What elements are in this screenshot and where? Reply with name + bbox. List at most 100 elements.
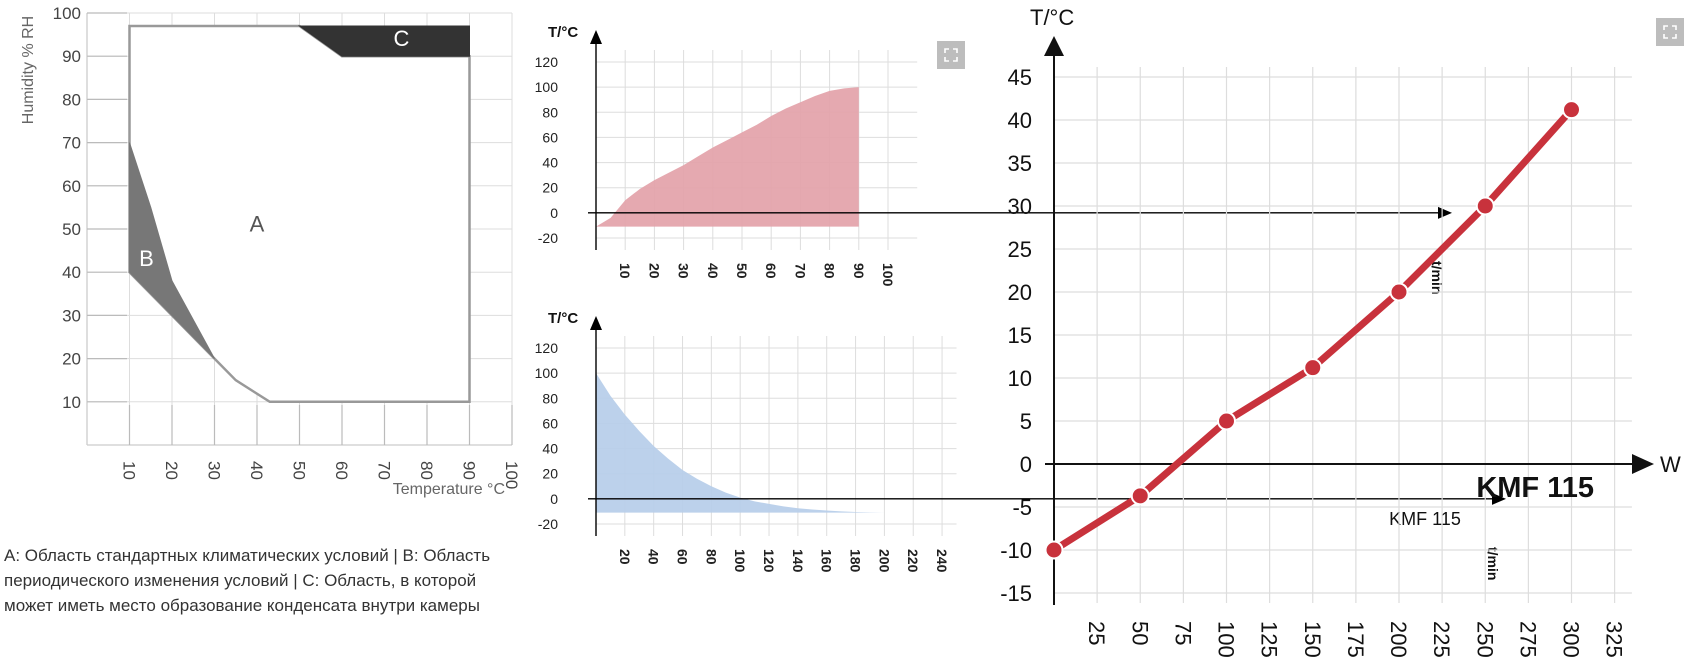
- y-tick-label: 60: [542, 415, 558, 431]
- y-tick-label: 80: [542, 104, 558, 120]
- y-axis-title: T/°C: [1030, 5, 1074, 30]
- x-tick-label: 200: [1386, 621, 1411, 658]
- y-tick-label: 60: [542, 129, 558, 145]
- y-tick-label: 10: [62, 393, 81, 412]
- y-tick-label: 40: [542, 441, 558, 457]
- series-label: KMF 115: [1476, 472, 1594, 504]
- x-tick-label: 220: [905, 549, 921, 573]
- x-tick-label: 150: [1300, 621, 1325, 658]
- y-tick-label: 20: [1008, 280, 1032, 305]
- y-axis-arrow: [590, 316, 602, 330]
- data-point: [1562, 100, 1581, 120]
- power-temperature-chart: -15 -10 -5 0 5 10 15 20 25 30 35 40 45 25 50 75 100 125 15…: [1000, 5, 1681, 658]
- y-tick-label: 0: [1020, 452, 1032, 477]
- heating-curve-chart: -20 0 20 40 60 80 100 120 10 20 30 40 50 60 70 80 90 100 T…: [535, 24, 1452, 294]
- y-tick-label: 10: [1008, 366, 1032, 391]
- y-axis-title: Humidity % RH: [20, 16, 37, 124]
- temperature-area: [596, 87, 859, 227]
- x-tick-label: 240: [934, 549, 950, 573]
- y-tick-label: 40: [1008, 108, 1032, 133]
- region-b: [129, 142, 215, 359]
- expand-heating-chart-button[interactable]: [937, 41, 965, 69]
- y-tick-label: 40: [62, 263, 81, 282]
- x-tick-label: 10: [617, 263, 633, 279]
- y-tick-label: 60: [62, 177, 81, 196]
- y-tick-label: 0: [550, 205, 558, 221]
- x-tick-label: 80: [822, 263, 838, 279]
- data-point: [1303, 358, 1323, 378]
- y-tick-label: 80: [62, 90, 81, 109]
- y-tick-label: 20: [542, 466, 558, 482]
- x-tick-label: 100: [732, 549, 748, 573]
- x-axis-arrow: [1438, 206, 1452, 219]
- y-axis-title: T/°C: [548, 24, 578, 41]
- y-tick-label: 35: [1008, 151, 1032, 176]
- x-axis-arrow: [1492, 492, 1506, 505]
- y-tick-label: 100: [535, 79, 559, 95]
- y-tick-label: 20: [542, 180, 558, 196]
- x-tick-label: 60: [763, 263, 779, 279]
- x-tick-label: 50: [734, 263, 750, 279]
- y-tick-label: 45: [1008, 65, 1032, 90]
- x-tick-label: 140: [790, 549, 806, 573]
- x-tick-label: 250: [1472, 621, 1497, 658]
- y-tick-label: 30: [62, 306, 81, 325]
- x-tick-label: 160: [819, 549, 835, 573]
- y-axis-arrow: [1044, 36, 1064, 56]
- series-label: KMF 115: [1389, 509, 1461, 529]
- x-tick-label: 20: [646, 263, 662, 279]
- y-tick-label: 30: [1008, 194, 1032, 219]
- y-tick-label: -10: [1000, 538, 1032, 563]
- x-tick-label: 40: [247, 461, 266, 480]
- y-tick-label: 80: [542, 390, 558, 406]
- x-tick-label: 20: [162, 461, 181, 480]
- y-axis-title: T/°C: [548, 310, 578, 327]
- y-tick-label: -20: [538, 516, 558, 532]
- y-tick-label: 50: [62, 220, 81, 239]
- y-tick-label: 120: [535, 340, 559, 356]
- x-tick-label: 75: [1170, 621, 1195, 645]
- region-c: [297, 25, 470, 57]
- x-tick-label: 50: [1127, 621, 1152, 645]
- fullscreen-expand-icon: [944, 48, 958, 62]
- x-tick-label: 120: [761, 549, 777, 573]
- x-tick-label: 225: [1429, 621, 1454, 658]
- data-point: [1217, 411, 1236, 431]
- expand-power-chart-button[interactable]: [1656, 18, 1684, 46]
- y-tick-label: -20: [538, 230, 558, 246]
- temperature-area: [596, 373, 899, 513]
- x-tick-label: 10: [120, 461, 139, 480]
- y-tick-label: 40: [542, 155, 558, 171]
- data-point: [1130, 486, 1150, 506]
- x-tick-label: 80: [417, 461, 436, 480]
- x-tick-label: 30: [676, 263, 692, 279]
- x-tick-label: 200: [876, 549, 892, 573]
- x-tick-label: 300: [1559, 621, 1584, 658]
- y-tick-label: 20: [62, 350, 81, 369]
- x-tick-label: 25: [1084, 621, 1109, 645]
- x-tick-label: 90: [851, 263, 867, 279]
- x-tick-label: 100: [1214, 621, 1239, 658]
- x-tick-label: 70: [792, 263, 808, 279]
- data-point: [1389, 282, 1409, 302]
- region-label-c: C: [394, 26, 410, 51]
- y-axis-arrow: [590, 30, 602, 44]
- x-tick-label: 100: [880, 263, 896, 287]
- y-tick-label: 100: [535, 365, 559, 381]
- series-label: KMF 115: [1244, 215, 1316, 235]
- x-axis-title: t/min: [1429, 261, 1445, 294]
- x-tick-label: 40: [646, 549, 662, 565]
- x-tick-label: 100: [502, 461, 521, 489]
- region-label-a: A: [250, 212, 265, 237]
- x-tick-label: 125: [1257, 621, 1282, 658]
- y-tick-label: 70: [62, 134, 81, 153]
- x-tick-label: 275: [1515, 621, 1540, 658]
- y-tick-label: 0: [550, 491, 558, 507]
- y-tick-label: -5: [1012, 495, 1032, 520]
- x-tick-label: 30: [205, 461, 224, 480]
- y-tick-label: 120: [535, 54, 559, 70]
- region-label-b: B: [139, 246, 154, 271]
- x-tick-label: 60: [332, 461, 351, 480]
- data-point: [1475, 196, 1495, 216]
- fullscreen-expand-icon: [1663, 25, 1677, 39]
